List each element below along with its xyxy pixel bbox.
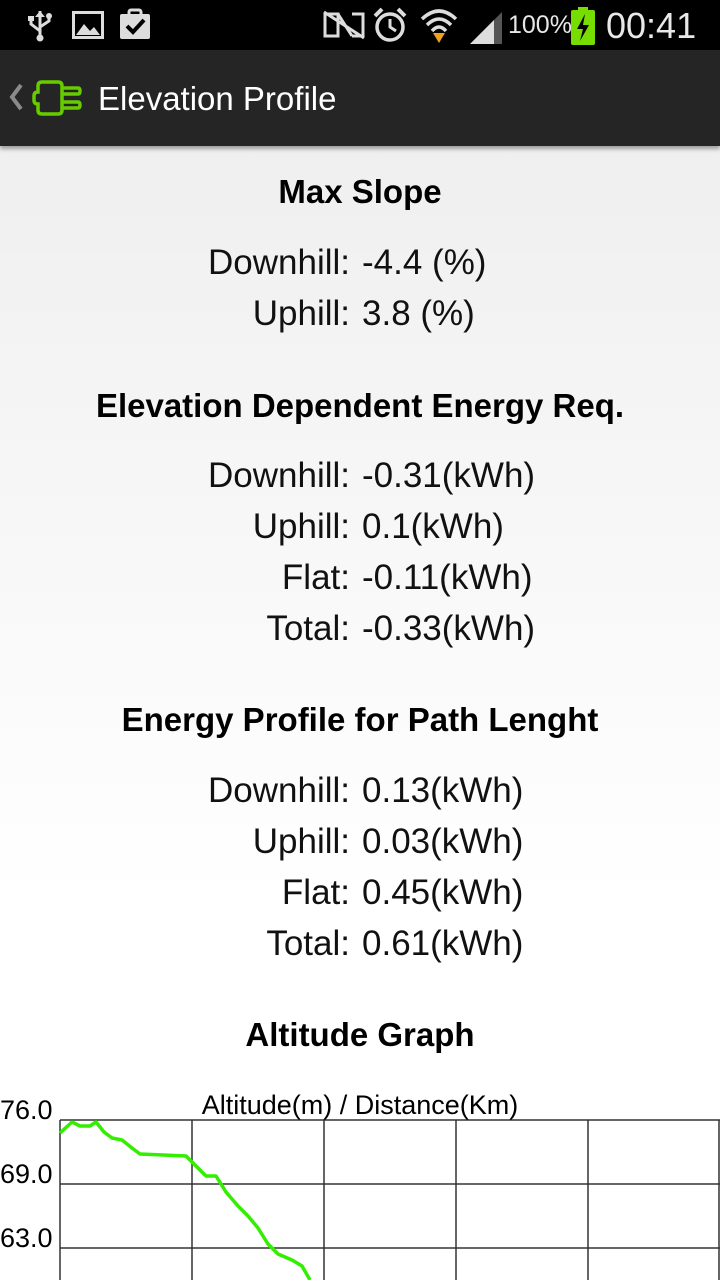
image-icon: [72, 11, 104, 44]
status-bar: 100% 00:41: [0, 0, 720, 50]
max-slope-uphill-row: Uphill: 3.8 (%): [0, 294, 720, 342]
path-energy-downhill-row: Downhill: 0.13(kWh): [0, 771, 720, 819]
graph-axis-title: Altitude(m) / Distance(Km): [201, 1090, 519, 1120]
path-energy-uphill-row: Uphill: 0.03(kWh): [0, 822, 720, 870]
elevation-energy-flat-row: Flat: -0.11(kWh): [0, 558, 720, 606]
elevation-energy-title: Elevation Dependent Energy Req.: [95, 387, 625, 424]
path-energy-flat-row: Flat: 0.45(kWh): [0, 873, 720, 921]
max-slope-title: Max Slope: [278, 173, 442, 210]
app-plug-icon[interactable]: [32, 78, 82, 123]
row-label: Uphill:: [252, 822, 350, 861]
clock: 00:41: [606, 5, 697, 46]
row-value: -0.33(kWh): [362, 609, 536, 648]
graph-grid: [59, 1119, 720, 1280]
row-label: Flat:: [281, 873, 350, 912]
battery-percent: 100%: [508, 11, 572, 39]
row-label: Downhill:: [208, 771, 350, 810]
row-label: Downhill:: [208, 456, 350, 495]
path-energy-title: Energy Profile for Path Lenght: [121, 701, 599, 738]
row-label: Total:: [266, 609, 350, 648]
altitude-graph: Altitude(m) / Distance(Km) 76.0 69.0 63.…: [0, 1088, 720, 1280]
wifi-icon: [420, 7, 458, 48]
clipboard-check-icon: [119, 8, 151, 45]
row-value: 0.45(kWh): [362, 873, 524, 912]
alarm-icon: [373, 7, 407, 48]
row-value: -0.11(kWh): [362, 558, 533, 597]
usb-icon: [26, 9, 54, 48]
altitude-line: [58, 1120, 312, 1280]
elevation-energy-downhill-row: Downhill: -0.31(kWh): [0, 456, 720, 504]
signal-icon: [468, 10, 504, 49]
row-value: -0.31(kWh): [362, 456, 536, 495]
path-energy-total-row: Total: 0.61(kWh): [0, 924, 720, 972]
back-chevron-icon[interactable]: [8, 82, 24, 117]
altitude-graph-title: Altitude Graph: [245, 1016, 475, 1053]
row-value: 0.13(kWh): [362, 771, 524, 810]
y-tick-label: 63.0: [0, 1223, 53, 1253]
row-value: 0.61(kWh): [362, 924, 524, 963]
action-bar: Elevation Profile: [0, 50, 720, 146]
row-value: 3.8 (%): [362, 294, 475, 333]
page-title: Elevation Profile: [98, 80, 337, 117]
row-label: Total:: [266, 924, 350, 963]
y-tick-label: 69.0: [0, 1159, 53, 1189]
row-label: Flat:: [281, 558, 350, 597]
row-label: Uphill:: [252, 507, 350, 546]
row-label: Uphill:: [252, 294, 350, 333]
row-value: 0.1(kWh): [362, 507, 504, 546]
battery-charging-icon: [570, 6, 596, 51]
row-value: 0.03(kWh): [362, 822, 524, 861]
row-value: -4.4 (%): [362, 243, 487, 282]
altitude-graph-canvas: [58, 1119, 720, 1280]
nfc-icon: [322, 10, 366, 45]
max-slope-downhill-row: Downhill: -4.4 (%): [0, 243, 720, 291]
row-label: Downhill:: [208, 243, 350, 282]
elevation-energy-total-row: Total: -0.33(kWh): [0, 609, 720, 657]
y-tick-label: 76.0: [0, 1095, 53, 1125]
elevation-energy-uphill-row: Uphill: 0.1(kWh): [0, 507, 720, 555]
